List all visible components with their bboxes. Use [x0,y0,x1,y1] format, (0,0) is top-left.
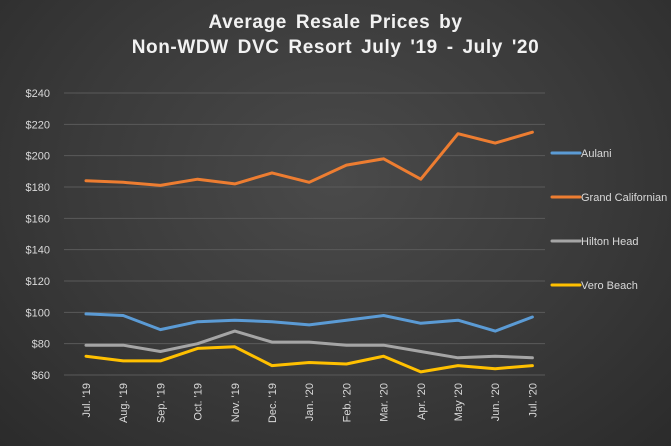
series-line-grand-californian [84,130,534,187]
x-axis-tick-labels: Jul. '19 Aug. '19 Sep. '19 Oct. '19 Nov. '19… [81,383,539,423]
x-tick-label: Apr. '20 [416,383,428,420]
x-tick-label: Nov. '19 [230,383,242,422]
y-tick-label: $180 [26,182,50,194]
x-tick-label: Jul. '19 [81,383,93,418]
x-tick-label: Dec. '19 [267,383,279,423]
x-tick-label: Jan. '20 [304,383,316,421]
y-tick-label: $220 [26,119,50,131]
x-tick-label: Mar. '20 [379,383,391,422]
legend-label: Vero Beach [581,280,638,292]
y-tick-label: $160 [26,213,50,225]
x-tick-label: May '20 [453,383,465,421]
series-lines [84,130,534,374]
legend: Aulani Grand Californian Hilton Head Vero B… [550,148,667,292]
y-tick-label: $100 [26,307,50,319]
x-tick-label: Feb. '20 [341,383,353,422]
series-line-vero-beach [84,345,534,374]
series-line-hilton-head [84,329,534,360]
legend-label: Grand Californian [581,192,667,204]
legend-label: Aulani [581,148,612,160]
y-tick-label: $80 [32,339,50,351]
x-tick-label: Oct. '19 [193,383,205,421]
chart-title-line-2: Non-WDW DVC Resort July '19 - July '20 [131,37,540,58]
x-tick-label: Jul. '20 [527,383,539,418]
series-line-aulani [84,312,534,333]
x-tick-label: Aug. '19 [118,383,130,423]
y-tick-label: $200 [26,151,50,163]
y-axis-tick-labels: $60 $80 $100 $120 $140 $160 $180 $200 $220 $240 [26,88,50,382]
y-tick-label: $120 [26,276,50,288]
chart-title-line-1: Average Resale Prices by [208,12,463,33]
y-tick-label: $140 [26,245,50,257]
chart-title: Average Resale Prices by Non-WDW DVC Res… [0,10,671,60]
gridlines [64,92,545,376]
legend-label: Hilton Head [581,236,638,248]
y-tick-label: $240 [26,88,50,100]
x-tick-label: Sep. '19 [155,383,167,423]
x-tick-label: Jun. '20 [490,383,502,421]
y-tick-label: $60 [32,370,50,382]
